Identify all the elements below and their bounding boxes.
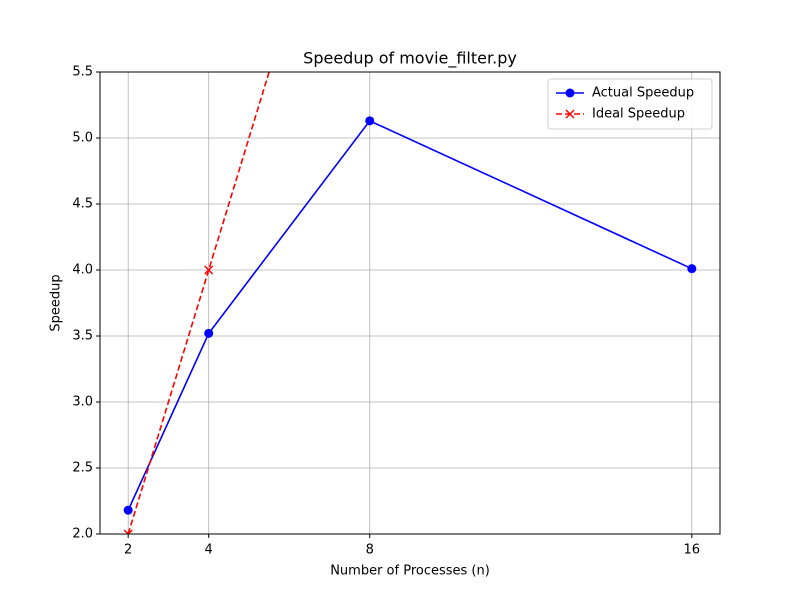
x-tick-label: 2: [124, 543, 132, 558]
y-axis-label: Speedup: [49, 274, 64, 331]
legend-label: Ideal Speedup: [592, 107, 685, 122]
x-tick-label: 16: [684, 543, 701, 558]
legend-marker: [565, 109, 575, 119]
series-line: [127, 119, 693, 511]
y-tick-label: 4.5: [72, 197, 93, 212]
legend: Actual Speedup Ideal Speedup: [547, 78, 713, 130]
data-point: [365, 116, 375, 126]
y-tick-label: 5.0: [72, 131, 93, 146]
data-point: [204, 265, 214, 275]
chart-title: Speedup of movie_filter.py: [303, 49, 517, 69]
y-tick-label: 4.0: [72, 263, 93, 278]
y-tick-label: 3.0: [72, 395, 93, 410]
data-point: [123, 505, 133, 515]
plot-frame: [99, 71, 721, 535]
plot-data: [123, 72, 697, 534]
x-tick-label: 4: [205, 543, 213, 558]
y-tick-label: 5.5: [72, 65, 93, 80]
y-tick-label: 2.0: [72, 527, 93, 542]
legend-marker: [565, 88, 575, 98]
y-tick-label: 3.5: [72, 329, 93, 344]
axes: 2.0 2.5 3.0 3.5 4.0 4.5 5.0 5.5 2 4 8 16: [72, 65, 700, 558]
data-point: [204, 328, 214, 338]
legend-box: [547, 78, 713, 130]
y-tick-label: 2.5: [72, 461, 93, 476]
data-point: [123, 529, 133, 534]
data-point: [687, 264, 697, 274]
x-axis-label: Number of Processes (n): [330, 564, 490, 579]
x-tick-label: 8: [366, 543, 374, 558]
series-line: [127, 72, 270, 534]
legend-label: Actual Speedup: [592, 86, 694, 101]
